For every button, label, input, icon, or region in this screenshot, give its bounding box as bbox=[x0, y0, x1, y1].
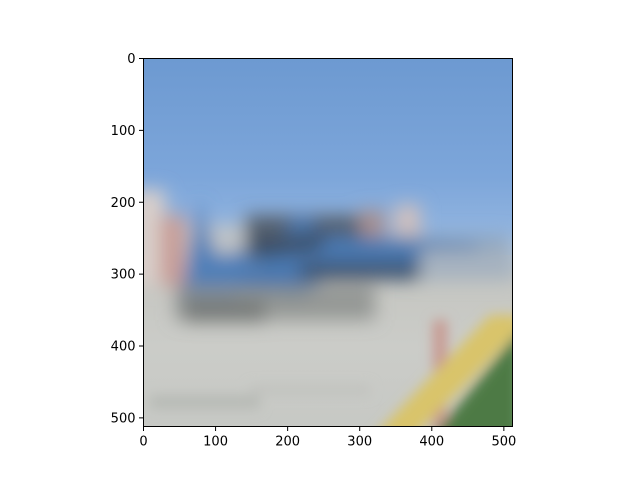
y-tick-label: 200 bbox=[111, 196, 136, 211]
y-tick-label: 100 bbox=[111, 124, 136, 139]
y-tick-label: 400 bbox=[111, 340, 136, 355]
y-tick-label: 300 bbox=[111, 268, 136, 283]
axes-frame bbox=[143, 58, 513, 427]
x-tick-label: 300 bbox=[347, 435, 372, 450]
x-tick-label: 500 bbox=[491, 435, 516, 450]
photo-image bbox=[143, 58, 513, 427]
x-tick-label: 200 bbox=[275, 435, 300, 450]
x-tick-label: 400 bbox=[419, 435, 444, 450]
x-tick-label: 100 bbox=[203, 435, 228, 450]
x-tick-label: 0 bbox=[139, 435, 147, 450]
x-axis: 0 100 200 300 400 500 bbox=[139, 426, 516, 450]
y-tick-label: 500 bbox=[111, 411, 136, 426]
y-tick-label: 0 bbox=[127, 52, 135, 67]
y-axis: 0 100 200 300 400 500 bbox=[111, 52, 144, 426]
